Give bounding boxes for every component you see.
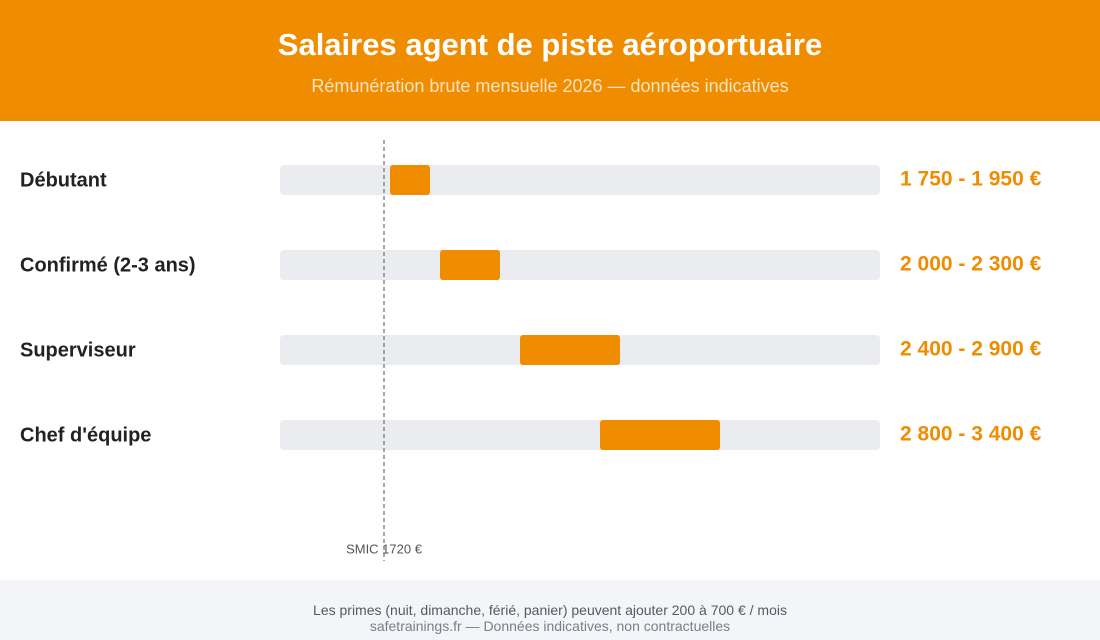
range-value-label: 2 000 - 2 300 € [900,253,1042,276]
footer-source: safetrainings.fr — Données indicatives, … [369,618,731,634]
header-banner: Salaires agent de piste aéroportuaire Ré… [0,0,1100,121]
chart-row: Superviseur 2 400 - 2 900 € [20,335,1042,365]
chart-row: Débutant 1 750 - 1 950 € [20,165,1042,195]
salary-range-bar [520,335,620,365]
category-label: Superviseur [20,339,136,361]
range-value-label: 2 400 - 2 900 € [900,338,1042,361]
range-value-label: 2 800 - 3 400 € [900,423,1042,446]
bar-track [280,420,880,450]
range-value-label: 1 750 - 1 950 € [900,168,1042,191]
category-label: Chef d'équipe [20,424,151,446]
category-label: Confirmé (2-3 ans) [20,254,196,276]
smic-reference-label: SMIC 1720 € [346,541,423,556]
footer-note: Les primes (nuit, dimanche, férié, panie… [313,602,787,618]
chart-title: Salaires agent de piste aéroportuaire [277,27,823,62]
bar-track [280,165,880,195]
footer: Les primes (nuit, dimanche, férié, panie… [0,580,1100,640]
bar-track [280,250,880,280]
salary-range-bar [600,420,720,450]
category-label: Débutant [20,169,107,191]
chart-row: Confirmé (2-3 ans) 2 000 - 2 300 € [20,250,1042,280]
salary-range-chart: Débutant 1 750 - 1 950 € Confirmé (2-3 ans… [20,140,1042,561]
chart-subtitle: Rémunération brute mensuelle 2026 — donn… [311,76,789,96]
chart-row: Chef d'équipe 2 800 - 3 400 € [20,420,1042,450]
salary-range-bar [440,250,500,280]
salary-range-bar [390,165,430,195]
